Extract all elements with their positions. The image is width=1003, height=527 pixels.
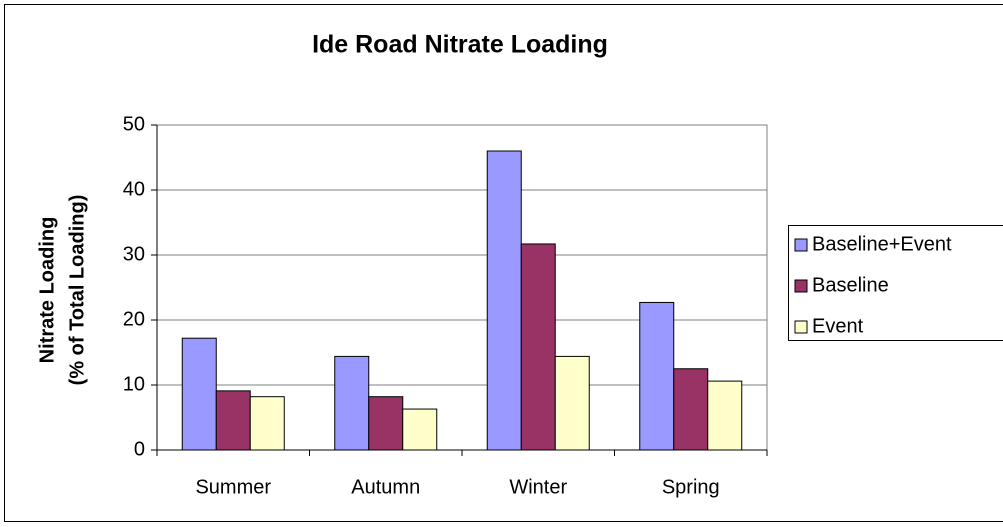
y-tick-label: 40 [123,178,145,200]
x-tick-label: Spring [662,476,720,498]
y-tick-label: 30 [123,243,145,265]
legend-label: Baseline+Event [812,233,952,255]
bar [249,396,285,451]
y-tick-label: 10 [123,373,145,395]
bar [639,301,675,451]
x-tick-label: Autumn [351,476,420,498]
bar [181,337,217,451]
bar [673,368,709,451]
legend-swatch [794,238,808,252]
y-tick-label: 20 [123,308,145,330]
y-tick-label: 0 [134,438,145,460]
bar [554,355,590,451]
bar [402,408,438,451]
bar [334,355,370,451]
x-tick-label: Winter [509,476,567,498]
legend-swatch [794,279,808,293]
y-axis-label: (% of Total Loading) [66,195,88,386]
y-axis-label: Nitrate Loading [36,217,58,364]
legend-label: Event [812,315,864,337]
x-tick-label: Summer [195,476,271,498]
bar [520,243,556,451]
legend-box [788,225,1003,341]
bar [368,396,404,451]
bar [215,390,251,451]
legend-label: Baseline [812,274,889,296]
chart-title: Ide Road Nitrate Loading [312,31,608,59]
legend-swatch [794,320,808,334]
bar [486,150,522,451]
y-tick-label: 50 [123,113,145,135]
bar [707,380,743,451]
